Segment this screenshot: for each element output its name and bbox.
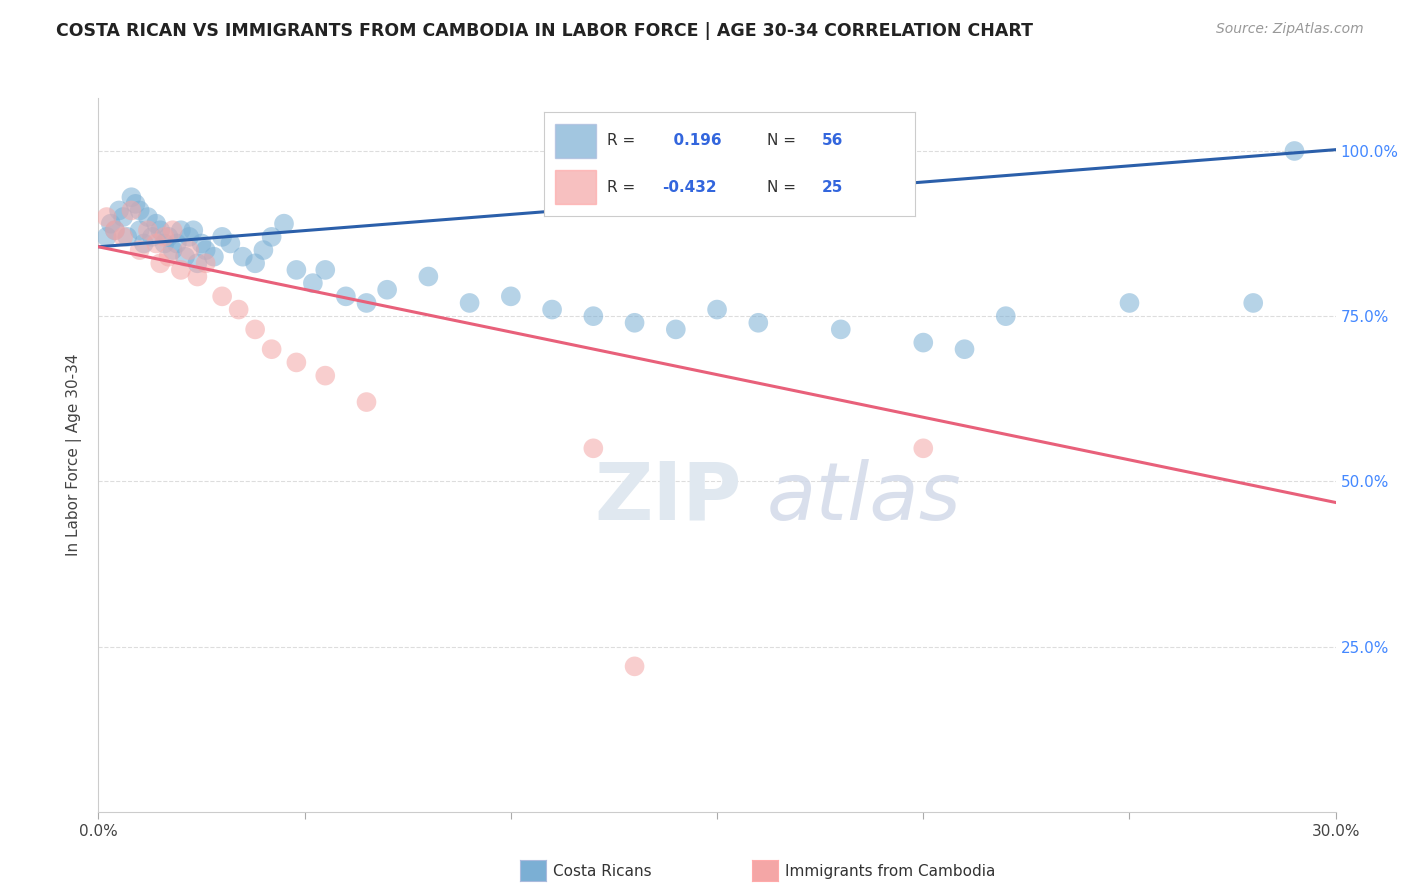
Point	[136, 223, 159, 237]
Point	[260, 342, 283, 356]
Point	[499, 289, 522, 303]
Point	[219, 236, 242, 251]
Point	[153, 236, 176, 251]
Point	[356, 395, 378, 409]
Point	[128, 243, 150, 257]
Point	[458, 296, 481, 310]
Point	[157, 250, 180, 264]
Point	[228, 302, 250, 317]
Point	[582, 442, 605, 456]
Point	[623, 316, 645, 330]
Point	[179, 230, 201, 244]
Text: ZIP: ZIP	[595, 458, 742, 537]
Point	[1118, 296, 1140, 310]
Point	[356, 296, 378, 310]
Point	[285, 263, 308, 277]
Y-axis label: In Labor Force | Age 30-34: In Labor Force | Age 30-34	[66, 353, 83, 557]
Point	[194, 243, 217, 257]
Point	[104, 223, 127, 237]
Text: atlas: atlas	[766, 458, 962, 537]
Point	[112, 210, 135, 224]
Text: COSTA RICAN VS IMMIGRANTS FROM CAMBODIA IN LABOR FORCE | AGE 30-34 CORRELATION C: COSTA RICAN VS IMMIGRANTS FROM CAMBODIA …	[56, 22, 1033, 40]
Point	[314, 368, 336, 383]
Point	[179, 243, 201, 257]
Point	[302, 276, 325, 290]
Point	[112, 230, 135, 244]
Point	[541, 302, 564, 317]
Point	[194, 256, 217, 270]
Point	[1284, 144, 1306, 158]
Point	[117, 230, 139, 244]
Point	[211, 230, 233, 244]
Point	[128, 223, 150, 237]
Point	[747, 316, 769, 330]
Point	[232, 250, 254, 264]
Point	[170, 223, 193, 237]
Point	[128, 203, 150, 218]
Point	[145, 217, 167, 231]
Point	[243, 256, 266, 270]
Point	[141, 230, 163, 244]
Point	[170, 263, 193, 277]
Point	[145, 236, 167, 251]
Point	[149, 223, 172, 237]
Point	[149, 256, 172, 270]
Text: Immigrants from Cambodia: Immigrants from Cambodia	[785, 864, 995, 879]
Point	[285, 355, 308, 369]
Point	[120, 190, 142, 204]
Point	[153, 230, 176, 244]
Point	[96, 230, 118, 244]
Point	[157, 230, 180, 244]
Point	[418, 269, 440, 284]
Point	[912, 442, 935, 456]
Point	[181, 223, 204, 237]
Point	[186, 269, 208, 284]
Point	[96, 210, 118, 224]
Point	[953, 342, 976, 356]
Point	[375, 283, 398, 297]
Point	[104, 223, 127, 237]
Point	[162, 223, 184, 237]
Point	[174, 250, 197, 264]
Point	[260, 230, 283, 244]
Point	[162, 243, 184, 257]
Point	[136, 210, 159, 224]
Point	[912, 335, 935, 350]
Point	[830, 322, 852, 336]
Point	[582, 309, 605, 323]
Point	[665, 322, 688, 336]
Point	[994, 309, 1017, 323]
Point	[190, 236, 212, 251]
Point	[108, 203, 131, 218]
Point	[252, 243, 274, 257]
Point	[166, 236, 188, 251]
Point	[706, 302, 728, 317]
Point	[124, 197, 146, 211]
Point	[120, 203, 142, 218]
Point	[132, 236, 155, 251]
Point	[202, 250, 225, 264]
Point	[243, 322, 266, 336]
Point	[1241, 296, 1264, 310]
Point	[314, 263, 336, 277]
Point	[211, 289, 233, 303]
Point	[186, 256, 208, 270]
Point	[623, 659, 645, 673]
Point	[100, 217, 122, 231]
Text: Costa Ricans: Costa Ricans	[553, 864, 651, 879]
Point	[273, 217, 295, 231]
Point	[335, 289, 357, 303]
Text: Source: ZipAtlas.com: Source: ZipAtlas.com	[1216, 22, 1364, 37]
